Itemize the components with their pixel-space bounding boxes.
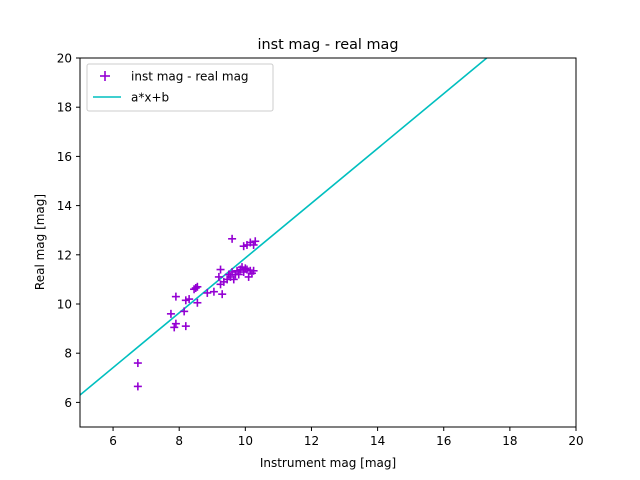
scatter-point <box>133 382 142 391</box>
scatter-point <box>193 298 202 307</box>
x-tick-label: 10 <box>238 434 253 448</box>
y-tick-label: 6 <box>64 396 72 410</box>
scatter-point <box>180 307 189 316</box>
scatter-point <box>193 282 202 291</box>
scatter-point <box>171 292 180 301</box>
scatter-point <box>249 240 258 249</box>
scatter-point <box>191 284 200 293</box>
line-layer <box>80 58 488 396</box>
y-tick-label: 10 <box>57 298 72 312</box>
x-tick-label: 18 <box>502 434 517 448</box>
scatter-point <box>251 237 260 246</box>
plot-area <box>80 58 576 427</box>
x-tick-label: 8 <box>175 434 183 448</box>
legend-box <box>86 63 274 112</box>
x-axis-ticks: 6 8 10 12 14 16 18 20 <box>109 427 584 448</box>
y-tick-label: 14 <box>57 199 72 213</box>
fit-line <box>80 58 488 396</box>
x-tick-label: 20 <box>568 434 583 448</box>
scatter-point <box>181 322 190 331</box>
scatter-point <box>249 266 258 275</box>
scatter-point <box>170 323 179 332</box>
y-axis-label: Real mag [mag] <box>33 194 47 290</box>
scatter-point <box>209 287 218 296</box>
x-tick-label: 6 <box>109 434 117 448</box>
y-tick-label: 18 <box>57 101 72 115</box>
x-tick-label: 14 <box>370 434 385 448</box>
point-layer <box>133 234 260 391</box>
y-tick-label: 12 <box>57 248 72 262</box>
legend-marker-scatter <box>100 71 110 81</box>
y-tick-label: 20 <box>57 52 72 66</box>
plot-frame <box>79 57 577 428</box>
scatter-point <box>228 234 237 243</box>
scatter-point <box>185 295 194 304</box>
chart-title: inst mag - real mag <box>258 37 399 53</box>
legend-label-line: a*x+b <box>131 91 169 105</box>
scatter-point <box>241 264 250 273</box>
scatter-point <box>234 270 243 279</box>
scatter-point <box>203 288 212 297</box>
legend-label-scatter: inst mag - real mag <box>131 70 249 84</box>
scatter-point <box>214 272 223 281</box>
x-tick-label: 12 <box>304 434 319 448</box>
scatter-point <box>171 319 180 328</box>
y-tick-label: 8 <box>64 347 72 361</box>
scatter-point <box>216 265 225 274</box>
y-tick-label: 16 <box>57 150 72 164</box>
x-axis-label: Instrument mag [mag] <box>260 456 396 470</box>
x-tick-label: 16 <box>436 434 451 448</box>
y-axis-ticks: 6 8 10 12 14 16 18 20 <box>57 52 80 410</box>
scatter-point <box>229 275 238 284</box>
legend: inst mag - real mag a*x+b <box>86 63 274 112</box>
scatter-point <box>166 309 175 318</box>
scatter-point <box>218 290 227 299</box>
scatter-point <box>133 359 142 368</box>
